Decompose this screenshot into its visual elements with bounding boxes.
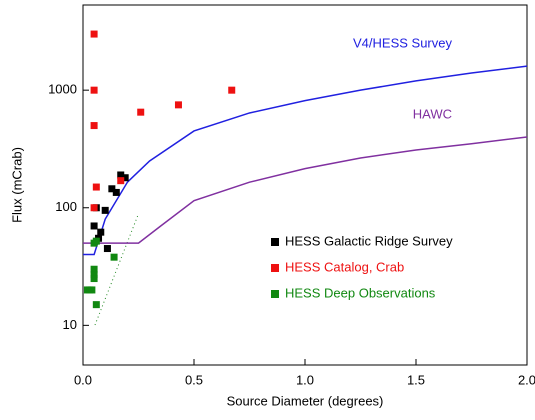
point (112, 188, 120, 196)
point (117, 177, 125, 185)
point (117, 171, 125, 179)
point (90, 204, 98, 212)
point (92, 183, 100, 191)
point (110, 253, 118, 261)
point (92, 301, 100, 309)
x-tick-label: 0.0 (74, 372, 92, 387)
legend-label: HESS Deep Observations (285, 285, 436, 300)
point (103, 245, 111, 253)
legend-label: HESS Catalog, Crab (285, 259, 404, 274)
legend-marker (271, 290, 279, 298)
y-tick-label: 1000 (48, 82, 77, 97)
point (90, 275, 98, 283)
y-axis-title: Flux (mCrab) (9, 147, 24, 223)
point (88, 286, 96, 294)
point (90, 222, 98, 230)
point (174, 101, 182, 109)
point (137, 108, 145, 116)
point (228, 86, 236, 94)
curve-label: HAWC (413, 106, 452, 121)
x-tick-label: 2.0 (518, 372, 535, 387)
legend-label: HESS Galactic Ridge Survey (285, 233, 453, 248)
plot-frame (82, 4, 528, 366)
x-tick-label: 0.5 (185, 372, 203, 387)
legend-marker (271, 238, 279, 246)
point (108, 185, 116, 193)
x-tick-label: 1.5 (407, 372, 425, 387)
y-tick-label: 10 (63, 317, 77, 332)
point (101, 206, 109, 214)
curve-label: V4/HESS Survey (353, 36, 452, 51)
y-tick-label: 100 (55, 199, 77, 214)
legend-marker (271, 264, 279, 272)
point (92, 237, 100, 245)
point (90, 30, 98, 38)
point (97, 228, 105, 236)
point (121, 174, 129, 182)
x-tick-label: 1.0 (296, 372, 314, 387)
curve (83, 65, 528, 256)
curve (83, 136, 528, 244)
point (90, 271, 98, 279)
point (90, 265, 98, 273)
point (90, 86, 98, 94)
point (90, 122, 98, 130)
x-axis-title: Source Diameter (degrees) (227, 393, 384, 408)
